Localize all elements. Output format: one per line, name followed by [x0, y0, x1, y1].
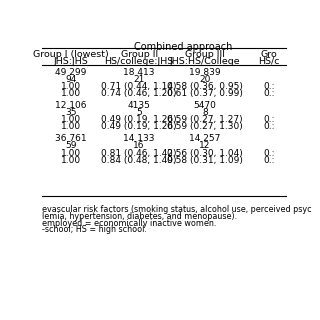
Text: Group I (lowest): Group I (lowest)	[33, 50, 109, 59]
Text: 0.58 (0.36, 0.95): 0.58 (0.36, 0.95)	[167, 82, 243, 91]
Text: 16: 16	[133, 141, 145, 150]
Text: 8: 8	[202, 108, 208, 117]
Text: 0.59 (0.27, 1.27): 0.59 (0.27, 1.27)	[167, 115, 243, 124]
Text: HS/c: HS/c	[258, 57, 279, 66]
Text: 0.:: 0.:	[263, 89, 274, 98]
Text: -school; HS = high school.: -school; HS = high school.	[42, 225, 147, 234]
Text: Group II: Group II	[121, 50, 158, 59]
Text: 5: 5	[136, 108, 142, 117]
Text: 20: 20	[199, 75, 211, 84]
Text: 18 413: 18 413	[124, 68, 155, 77]
Text: 1.00: 1.00	[61, 148, 81, 157]
Text: Group III: Group III	[185, 50, 225, 59]
Text: 12: 12	[199, 141, 211, 150]
Text: 0.:: 0.:	[263, 122, 274, 131]
Text: 36 761: 36 761	[55, 134, 87, 143]
Text: 0.49 (0.19, 1.26): 0.49 (0.19, 1.26)	[101, 122, 177, 131]
Text: 21: 21	[133, 75, 145, 84]
Text: 0.74 (0.46, 1.20): 0.74 (0.46, 1.20)	[101, 89, 177, 98]
Text: 12 106: 12 106	[55, 101, 87, 110]
Text: 14 257: 14 257	[189, 134, 221, 143]
Text: 4135: 4135	[128, 101, 151, 110]
Text: 0.:: 0.:	[263, 82, 274, 91]
Text: 19 839: 19 839	[189, 68, 221, 77]
Text: 1.00: 1.00	[61, 89, 81, 98]
Text: 59: 59	[65, 141, 77, 150]
Text: Combined approach: Combined approach	[134, 42, 233, 52]
Text: 5470: 5470	[194, 101, 217, 110]
Text: 0.59 (0.27, 1.30): 0.59 (0.27, 1.30)	[167, 122, 243, 131]
Text: Gro: Gro	[260, 50, 277, 59]
Text: 0.61 (0.37, 0.99): 0.61 (0.37, 0.99)	[167, 89, 243, 98]
Text: employed = economically inactive women.: employed = economically inactive women.	[42, 219, 216, 228]
Text: JHS:HS/College: JHS:HS/College	[170, 57, 240, 66]
Text: HS/college:JHS: HS/college:JHS	[105, 57, 174, 66]
Text: 0.84 (0.48, 1.49): 0.84 (0.48, 1.49)	[101, 156, 177, 164]
Text: 0.71 (0.44, 1.14): 0.71 (0.44, 1.14)	[101, 82, 177, 91]
Text: 0.58 (0.31, 1.09): 0.58 (0.31, 1.09)	[167, 156, 243, 164]
Text: 49 299: 49 299	[55, 68, 87, 77]
Text: evascular risk factors (smoking status, alcohol use, perceived psyc: evascular risk factors (smoking status, …	[42, 205, 311, 214]
Text: 0.49 (0.19, 1.26): 0.49 (0.19, 1.26)	[101, 115, 177, 124]
Text: 94: 94	[65, 75, 77, 84]
Text: 0.81 (0.46, 1.42): 0.81 (0.46, 1.42)	[101, 148, 177, 157]
Text: 0.:: 0.:	[263, 148, 274, 157]
Text: 1.00: 1.00	[61, 82, 81, 91]
Text: 0.56 (0.30, 1.04): 0.56 (0.30, 1.04)	[167, 148, 243, 157]
Text: 14 133: 14 133	[124, 134, 155, 143]
Text: 1.00: 1.00	[61, 115, 81, 124]
Text: lemia, hypertension, diabetes, and menopause).: lemia, hypertension, diabetes, and menop…	[42, 212, 237, 221]
Text: 1.00: 1.00	[61, 122, 81, 131]
Text: 1.00: 1.00	[61, 156, 81, 164]
Text: JHS:JHS: JHS:JHS	[54, 57, 88, 66]
Text: 0.:: 0.:	[263, 115, 274, 124]
Text: 0.:: 0.:	[263, 156, 274, 164]
Text: 35: 35	[65, 108, 77, 117]
